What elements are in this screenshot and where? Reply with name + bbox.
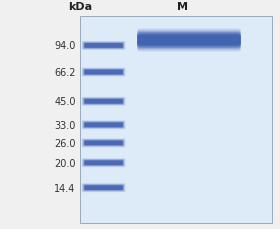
Text: 26.0: 26.0 xyxy=(54,138,76,148)
FancyBboxPatch shape xyxy=(83,99,124,105)
FancyBboxPatch shape xyxy=(137,32,241,50)
FancyBboxPatch shape xyxy=(137,33,241,49)
FancyBboxPatch shape xyxy=(83,43,125,50)
Text: 33.0: 33.0 xyxy=(54,120,76,130)
FancyBboxPatch shape xyxy=(83,159,125,167)
FancyBboxPatch shape xyxy=(84,185,123,190)
FancyBboxPatch shape xyxy=(83,122,125,129)
FancyBboxPatch shape xyxy=(83,69,125,76)
FancyBboxPatch shape xyxy=(83,160,124,166)
FancyBboxPatch shape xyxy=(84,123,123,128)
FancyBboxPatch shape xyxy=(83,98,125,106)
FancyBboxPatch shape xyxy=(83,140,124,146)
FancyBboxPatch shape xyxy=(84,161,123,165)
FancyBboxPatch shape xyxy=(137,34,241,47)
Text: M: M xyxy=(176,2,188,12)
FancyBboxPatch shape xyxy=(84,99,123,104)
FancyBboxPatch shape xyxy=(82,159,125,167)
FancyBboxPatch shape xyxy=(82,183,125,192)
Text: 66.2: 66.2 xyxy=(54,68,76,78)
FancyBboxPatch shape xyxy=(82,68,125,77)
FancyBboxPatch shape xyxy=(83,139,125,147)
FancyBboxPatch shape xyxy=(83,43,124,49)
FancyBboxPatch shape xyxy=(82,139,125,148)
Text: 14.4: 14.4 xyxy=(54,183,76,193)
FancyBboxPatch shape xyxy=(80,17,272,223)
FancyBboxPatch shape xyxy=(82,42,125,51)
Text: 94.0: 94.0 xyxy=(54,41,76,51)
FancyBboxPatch shape xyxy=(84,141,123,146)
FancyBboxPatch shape xyxy=(83,184,125,192)
FancyBboxPatch shape xyxy=(137,36,241,46)
FancyBboxPatch shape xyxy=(84,44,123,49)
FancyBboxPatch shape xyxy=(84,70,123,75)
FancyBboxPatch shape xyxy=(137,30,241,51)
FancyBboxPatch shape xyxy=(83,70,124,76)
FancyBboxPatch shape xyxy=(137,29,241,53)
Text: kDa: kDa xyxy=(68,2,92,12)
Text: 45.0: 45.0 xyxy=(54,97,76,107)
FancyBboxPatch shape xyxy=(83,185,124,191)
FancyBboxPatch shape xyxy=(82,121,125,130)
FancyBboxPatch shape xyxy=(82,97,125,106)
Text: 20.0: 20.0 xyxy=(54,158,76,168)
FancyBboxPatch shape xyxy=(83,122,124,128)
